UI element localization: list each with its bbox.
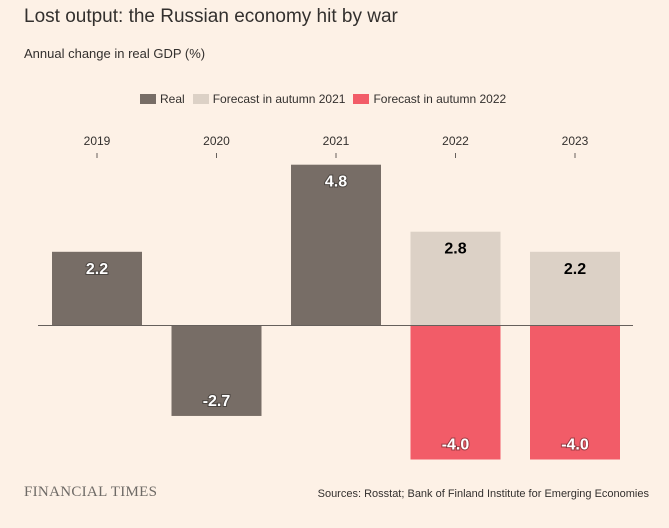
legend: Real Forecast in autumn 2021 Forecast in…: [140, 92, 514, 106]
data-label-2023-forecast-in-autumn-2022: -4.0: [561, 437, 589, 454]
x-tick-label-2022: 2022: [442, 134, 469, 148]
data-label-2022-forecast-in-autumn-2021: 2.8: [444, 241, 466, 258]
x-tick-label-2020: 2020: [203, 134, 230, 148]
bar-2022-forecast-in-autumn-2021: [410, 231, 501, 326]
bar-2021-real: [291, 164, 381, 326]
legend-item-forecast-2022: Forecast in autumn 2022: [353, 92, 506, 106]
x-axis: 2019 2020 2021 2022 2023: [84, 134, 589, 158]
chart-title: Lost output: the Russian economy hit by …: [24, 6, 398, 27]
legend-label-forecast-2022: Forecast in autumn 2022: [373, 92, 507, 106]
legend-label-forecast-2021: Forecast in autumn 2021: [212, 92, 346, 106]
bar-2023-forecast-in-autumn-2021: [530, 251, 620, 326]
data-label-2021-real: 4.8: [325, 174, 347, 191]
x-tick-label-2023: 2023: [562, 134, 589, 148]
data-label-2019-real: 2.2: [86, 261, 108, 278]
legend-item-real: Real: [140, 92, 185, 106]
bar-2022-forecast-in-autumn-2022: [410, 325, 501, 460]
bars-group: [52, 164, 620, 460]
legend-swatch-forecast-2022: [353, 94, 370, 104]
data-label-2022-forecast-in-autumn-2022: -4.0: [442, 437, 470, 454]
data-label-2020-real: -2.7: [203, 393, 231, 410]
bar-2019-real: [52, 251, 142, 326]
bar-2020-real: [171, 325, 262, 416]
chart-subtitle: Annual change in real GDP (%): [24, 46, 206, 61]
bar-2023-forecast-in-autumn-2022: [530, 325, 620, 460]
legend-swatch-forecast-2021: [192, 94, 209, 104]
ft-logo: FINANCIAL TIMES: [24, 484, 158, 500]
x-tick-label-2021: 2021: [323, 134, 350, 148]
legend-item-forecast-2021: Forecast in autumn 2021: [192, 92, 346, 106]
x-tick-label-2019: 2019: [84, 134, 111, 148]
data-label-2023-forecast-in-autumn-2021: 2.2: [564, 261, 586, 278]
legend-swatch-real: [140, 94, 156, 104]
legend-label-real: Real: [160, 92, 185, 106]
source-note: Sources: Rosstat; Bank of Finland Instit…: [317, 488, 649, 500]
data-labels-group: 2.2 -2.7 4.8 2.8 2.2 -4.0 -4.0: [85, 173, 590, 455]
